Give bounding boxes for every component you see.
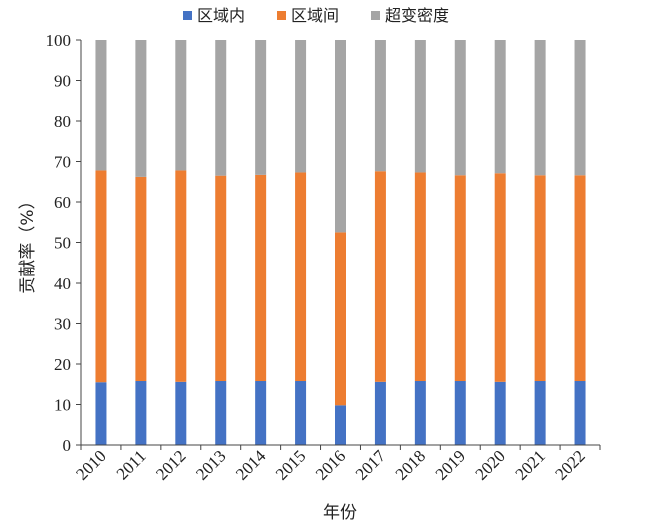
- bar-segment-2016-series-3: [335, 40, 346, 233]
- bar-segment-2011-series-2: [135, 176, 147, 382]
- x-tick-label: 2020: [472, 446, 509, 483]
- bar-segment-2013-series-3: [215, 40, 227, 176]
- y-tick-label: 100: [46, 31, 72, 50]
- bar-segment-2010-series-1: [95, 382, 107, 445]
- legend-swatch-series-1: [183, 11, 192, 20]
- bar-segment-2016-series-1: [335, 405, 346, 445]
- x-ticks: 2010 2011 2012 2013 2014 2015 2016 2017 2018 2019…: [72, 445, 601, 484]
- bar-segment-2020-series-1: [494, 381, 506, 445]
- bar-segment-2012-series-1: [175, 381, 187, 445]
- x-tick-label: 2015: [272, 446, 309, 483]
- bar-segment-2021-series-1: [534, 381, 546, 445]
- y-tick-label: 20: [54, 355, 71, 374]
- y-tick-label: 40: [54, 274, 71, 293]
- bar-segment-2019-series-1: [454, 381, 466, 445]
- y-tick-label: 30: [54, 315, 71, 334]
- y-tick-label: 80: [54, 112, 71, 131]
- x-tick-label: 2013: [192, 446, 229, 483]
- bar-segment-2015-series-1: [295, 381, 307, 445]
- y-tick-label: 0: [63, 436, 72, 455]
- bar-segment-2011-series-3: [135, 40, 147, 177]
- bar-segment-2022-series-2: [574, 175, 586, 382]
- bar-segment-2019-series-2: [454, 175, 466, 382]
- bar-segment-2017-series-2: [374, 171, 386, 382]
- legend-label-series-2: 区域间: [291, 6, 339, 25]
- x-tick-label: 2021: [511, 446, 548, 483]
- x-tick-label: 2010: [72, 446, 109, 483]
- x-tick-label: 2018: [392, 446, 429, 483]
- y-tick-label: 90: [54, 72, 71, 91]
- bar-segment-2013-series-2: [215, 175, 227, 382]
- bar-segment-2018-series-3: [414, 40, 426, 173]
- bar-segment-2020-series-2: [494, 173, 506, 382]
- bar-segment-2018-series-1: [414, 381, 426, 445]
- bar-segment-2014-series-2: [255, 174, 267, 382]
- bar-segment-2012-series-3: [175, 40, 187, 171]
- y-ticks: 0 10 20 30 40 50 60 70 80 90 100: [46, 31, 81, 455]
- legend-label-series-3: 超变密度: [385, 6, 449, 25]
- bar-segment-2017-series-3: [374, 40, 386, 172]
- y-axis-title: 贡献率（%）: [18, 192, 38, 293]
- bar-segment-2021-series-3: [534, 40, 546, 176]
- x-tick-label: 2014: [232, 446, 270, 484]
- bar-segment-2018-series-2: [414, 172, 426, 382]
- bar-segment-2020-series-3: [494, 40, 506, 174]
- bar-segment-2017-series-1: [374, 381, 386, 445]
- bar-segment-2013-series-1: [215, 381, 227, 445]
- bar-segment-2010-series-2: [95, 170, 107, 383]
- legend-swatch-series-3: [371, 11, 380, 20]
- x-tick-label: 2012: [152, 446, 189, 483]
- bar-segment-2016-series-2: [335, 232, 346, 406]
- x-tick-label: 2017: [352, 446, 390, 484]
- y-tick-label: 60: [54, 193, 71, 212]
- bar-area: [95, 40, 586, 445]
- bar-segment-2019-series-3: [454, 40, 466, 176]
- y-tick-label: 50: [54, 234, 71, 253]
- legend-label-series-1: 区域内: [197, 6, 245, 25]
- bar-segment-2011-series-1: [135, 381, 147, 445]
- x-tick-label: 2019: [432, 446, 469, 483]
- bar-segment-2015-series-2: [295, 172, 307, 382]
- x-tick-label: 2022: [551, 446, 588, 483]
- bar-segment-2014-series-3: [255, 40, 267, 175]
- bar-segment-2022-series-3: [574, 40, 586, 176]
- y-tick-label: 70: [54, 153, 71, 172]
- bar-segment-2022-series-1: [574, 381, 586, 445]
- legend-swatch-series-2: [277, 11, 286, 20]
- bar-segment-2014-series-1: [255, 381, 267, 445]
- legend: 区域内 区域间 超变密度: [183, 6, 449, 25]
- bar-segment-2012-series-2: [175, 170, 187, 382]
- x-axis-title: 年份: [323, 503, 357, 523]
- x-tick-label: 2016: [312, 446, 349, 483]
- y-tick-label: 10: [54, 396, 71, 415]
- bar-segment-2015-series-3: [295, 40, 307, 173]
- x-tick-label: 2011: [113, 446, 150, 483]
- bar-segment-2021-series-2: [534, 175, 546, 382]
- bar-segment-2010-series-3: [95, 40, 107, 171]
